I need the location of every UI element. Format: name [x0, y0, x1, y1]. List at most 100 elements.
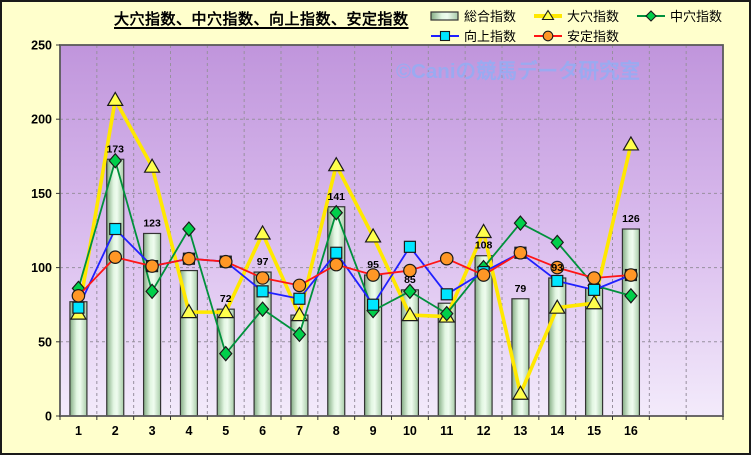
circle-legend-icon [534, 30, 562, 41]
x-tick-label: 11 [440, 424, 453, 438]
square-marker [551, 274, 564, 288]
bar-value-label: 108 [475, 240, 493, 252]
bar-value-label: 123 [143, 217, 161, 229]
bar-value-labels: 173 123 72 97 141 95 85 108 79 93 126 [106, 143, 639, 305]
legend-item-circle: 安定指数 [533, 26, 636, 45]
circle-marker [439, 251, 454, 266]
axis-ticks [56, 44, 724, 420]
legend-label: 総合指数 [464, 9, 517, 24]
circle-marker [218, 254, 233, 269]
diamond-marker [218, 345, 233, 362]
x-tick-label: 7 [296, 424, 303, 438]
circle-marker [366, 268, 380, 282]
circle-marker [255, 271, 270, 285]
x-tick-label: 3 [149, 424, 156, 438]
x-tick-label: 1 [75, 424, 82, 438]
y-tick-label: 100 [31, 261, 52, 275]
bar-value-label: 173 [106, 143, 124, 155]
y-tick-label: 0 [45, 410, 52, 424]
legend: 総合指数 大穴指数 中穴指数 向上指数 安定指数 [430, 6, 739, 45]
circle-marker [624, 268, 638, 282]
y-tick-label: 250 [31, 39, 52, 53]
x-tick-label: 16 [624, 424, 638, 438]
bar-value-label: 79 [515, 283, 527, 295]
bar [621, 228, 641, 417]
circle-marker [587, 271, 601, 285]
diamond-marker [403, 283, 417, 300]
triangle-marker [254, 224, 272, 240]
x-tick-label: 12 [477, 424, 491, 438]
circle-marker [476, 268, 491, 282]
bar-value-label: 72 [220, 293, 232, 305]
triangle-legend-icon [534, 8, 562, 20]
circle-marker [108, 250, 123, 265]
x-tick-label: 9 [370, 424, 377, 438]
x-tick-label: 10 [403, 424, 417, 438]
square-marker [330, 246, 343, 259]
legend-item-bar: 総合指数 [430, 6, 533, 25]
diamond-marker [255, 301, 270, 318]
legend-label: 安定指数 [567, 29, 620, 44]
bar-value-label: 126 [622, 213, 640, 225]
triangle-marker [622, 135, 640, 151]
triangle-marker [511, 385, 529, 400]
gridlines [60, 45, 723, 416]
y-tick-label: 150 [31, 187, 52, 201]
circle-marker [403, 263, 417, 278]
x-tick-label: 2 [112, 424, 119, 438]
legend-row-1: 総合指数 大穴指数 中穴指数 [430, 6, 739, 25]
square-marker [256, 285, 269, 298]
bar-legend-icon [430, 10, 459, 21]
triangle-marker [364, 227, 382, 243]
legend-item-diamond: 中穴指数 [636, 6, 739, 25]
triangle-marker [180, 303, 198, 319]
circle-marker [71, 288, 86, 303]
triangle-marker [106, 91, 124, 107]
diamond-marker [145, 283, 159, 300]
bar [216, 308, 235, 417]
bar-value-label: 95 [367, 259, 379, 271]
chart-title: 大穴指数、中穴指数、向上指数、安定指数 [114, 11, 409, 28]
x-tick-label: 14 [550, 424, 564, 438]
square-marker [440, 288, 453, 301]
circle-marker [329, 257, 344, 272]
series-line [71, 245, 638, 303]
diamond-legend-icon [637, 9, 665, 22]
triangle-marker [290, 306, 308, 322]
diamond-marker [513, 215, 528, 232]
diamond-marker [182, 221, 196, 237]
circle-marker [182, 251, 196, 266]
watermark: ©Caniの競馬データ研究室 [396, 59, 640, 83]
diamond-marker [439, 305, 454, 322]
triangle-marker [548, 298, 566, 314]
bar [548, 277, 567, 417]
diamond-marker [108, 152, 123, 169]
square-marker [587, 283, 601, 296]
x-tick-label: 8 [333, 424, 340, 438]
legend-row-2: 向上指数 安定指数 [430, 26, 739, 45]
triangle-marker [475, 223, 493, 239]
legend-item-triangle: 大穴指数 [533, 6, 636, 25]
square-marker [366, 298, 380, 311]
bar-value-label: 85 [404, 274, 416, 286]
x-tick-label: 13 [513, 424, 527, 438]
legend-item-square: 向上指数 [430, 26, 533, 45]
circle-marker [513, 245, 528, 260]
diamond-marker [624, 287, 638, 304]
diamond-marker [550, 234, 565, 251]
circle-marker [550, 260, 565, 275]
square-legend-icon [431, 30, 459, 41]
x-tick-label: 4 [185, 424, 192, 438]
circle-marker [292, 278, 307, 293]
y-tick-label: 50 [38, 335, 52, 349]
bar-value-label: 97 [257, 256, 269, 268]
triangle-marker [143, 157, 161, 173]
bar [327, 206, 346, 417]
x-tick-label: 6 [259, 424, 266, 438]
diamond-marker [292, 326, 307, 343]
legend-label: 大穴指数 [567, 9, 620, 24]
legend-label: 中穴指数 [670, 9, 723, 24]
legend-label: 向上指数 [464, 29, 517, 44]
